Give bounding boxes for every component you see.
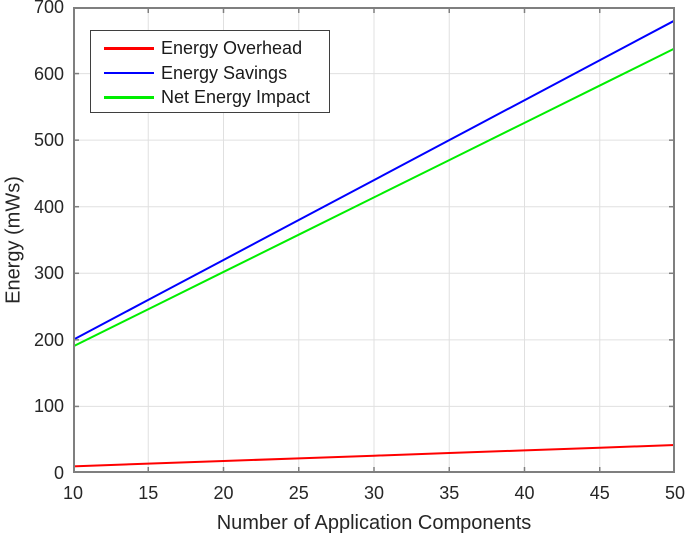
x-tick-label: 45 <box>589 483 610 503</box>
y-tick-label: 300 <box>33 263 64 284</box>
energy-overhead-line-swatch <box>104 47 154 50</box>
x-tick-label: 50 <box>664 483 685 503</box>
y-tick-label: 100 <box>33 396 64 417</box>
y-tick-label: 600 <box>33 63 64 84</box>
legend: Energy Overhead Energy Savings Net Energ… <box>90 30 330 113</box>
legend-label: Energy Savings <box>161 62 288 83</box>
y-tick-label: 500 <box>33 130 64 151</box>
energy-savings-line-swatch <box>104 71 154 74</box>
y-tick-label: 200 <box>33 329 64 350</box>
net-energy-impact-line-swatch <box>104 96 154 99</box>
x-tick-label: 40 <box>514 483 535 503</box>
y-tick-label: 400 <box>33 196 64 217</box>
y-tick-label: 700 <box>33 0 64 17</box>
legend-item-energy-overhead: Energy Overhead <box>91 36 329 61</box>
plot-area <box>73 7 675 473</box>
x-tick-label: 30 <box>363 483 385 503</box>
x-axis-title: Number of Application Components <box>216 512 532 534</box>
chart-canvas <box>73 7 675 473</box>
legend-label: Net Energy Impact <box>161 87 311 108</box>
x-tick-label: 20 <box>213 483 234 503</box>
x-tick-label: 35 <box>439 483 460 503</box>
x-tick-label: 15 <box>138 483 159 503</box>
legend-label: Energy Overhead <box>161 38 303 59</box>
y-tick-label: 0 <box>53 463 64 483</box>
y-axis-title: Energy (mWs) <box>2 176 25 304</box>
x-tick-label: 25 <box>288 483 309 503</box>
legend-item-energy-savings: Energy Savings <box>91 61 329 86</box>
legend-item-net-energy-impact: Net Energy Impact <box>91 85 329 110</box>
x-tick-label: 10 <box>62 483 84 503</box>
